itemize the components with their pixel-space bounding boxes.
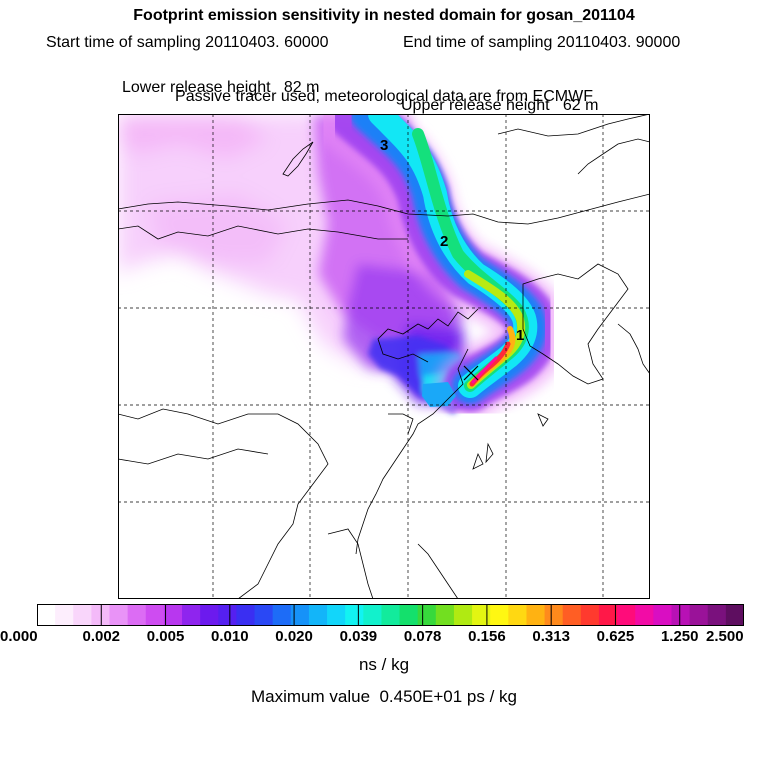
coastlines bbox=[118, 114, 650, 599]
colorbar-tick-label: 0.010 bbox=[211, 628, 249, 645]
colorbar-frame bbox=[37, 604, 744, 626]
trajectory-marker-2: 2 bbox=[440, 233, 448, 250]
colorbar-segment bbox=[453, 604, 473, 626]
end-time-label: End time of sampling 20110403. 90000 bbox=[403, 34, 681, 51]
map-canvas: 3 2 1 bbox=[118, 114, 650, 599]
colorbar-segment bbox=[200, 604, 219, 626]
colorbar-segment bbox=[399, 604, 419, 626]
colorbar-segment bbox=[381, 604, 401, 626]
colorbar-segment bbox=[562, 604, 582, 626]
colorbar-segment bbox=[490, 604, 509, 626]
tracer-note: Passive tracer used, meteorological data… bbox=[175, 88, 593, 105]
southern-lobe bbox=[422, 382, 456, 407]
upper-release-height-label: Upper release height 62 m bbox=[401, 97, 599, 114]
colorbar-tick-label: 0.020 bbox=[275, 628, 313, 645]
colorbar-tick-label: 0.002 bbox=[82, 628, 121, 645]
colorbar-segment bbox=[508, 604, 528, 626]
lower-release-height-label: Lower release height 82 m bbox=[122, 79, 320, 96]
colorbar-ticks: 0.000 0.002 0.005 0.010 0.020 0.039 0.078 0.156… bbox=[0, 628, 768, 648]
colorbar-segment bbox=[472, 604, 491, 626]
colorbar-segment bbox=[653, 604, 673, 626]
colorbar-tick-label: 0.313 bbox=[532, 628, 570, 645]
colorbar-segment bbox=[544, 604, 564, 626]
colorbar-tick-label: 0.078 bbox=[403, 628, 442, 645]
colorbar-segment bbox=[363, 604, 383, 626]
colorbar-segment bbox=[580, 604, 600, 626]
colorbar-segment bbox=[182, 604, 201, 626]
colorbar-segment bbox=[345, 604, 364, 626]
colorbar-segment bbox=[109, 604, 129, 626]
colorbar-tick-label: 0.000 bbox=[0, 628, 38, 645]
colorbar-segment bbox=[707, 604, 727, 626]
colorbar-tick-label: 0.625 bbox=[596, 628, 635, 645]
colorbar-segment bbox=[526, 604, 546, 626]
colorbar-segment bbox=[327, 604, 346, 626]
trajectory-marker-3: 3 bbox=[380, 137, 388, 154]
colorbar-segment bbox=[725, 604, 744, 626]
receptor-marker bbox=[463, 365, 479, 381]
release-heights-row: Lower release height 82 m Upper release … bbox=[0, 61, 768, 114]
colorbar bbox=[37, 604, 744, 626]
colorbar-segment bbox=[236, 604, 256, 626]
colorbar-tick-label: 0.005 bbox=[146, 628, 185, 645]
colorbar-segment bbox=[55, 604, 74, 626]
colorbar-segment bbox=[290, 604, 310, 626]
colorbar-segment bbox=[127, 604, 147, 626]
colorbar-segment bbox=[254, 604, 274, 626]
colorbar-tick-label: 0.039 bbox=[339, 628, 378, 645]
colorbar-segment bbox=[73, 604, 92, 626]
colorbar-tick-label: 2.500 bbox=[706, 628, 744, 645]
maximum-value-label: Maximum value 0.450E+01 ps / kg bbox=[251, 687, 517, 706]
colorbar-segment bbox=[145, 604, 165, 626]
sensitivity-band bbox=[308, 114, 570, 421]
colorbar-segment bbox=[91, 604, 111, 626]
colorbar-segment bbox=[598, 604, 618, 626]
colorbar-segment bbox=[671, 604, 691, 626]
sampling-times-row: Start time of sampling 20110403. 60000 E… bbox=[0, 34, 768, 54]
colorbar-segment bbox=[689, 604, 709, 626]
colorbar-segment bbox=[272, 604, 292, 626]
colorbar-segment bbox=[163, 604, 183, 626]
colorbar-segment bbox=[635, 604, 654, 626]
map-frame bbox=[118, 114, 650, 599]
colorbar-tick-label: 1.250 bbox=[660, 628, 699, 645]
map-title: Footprint emission sensitivity in nested… bbox=[133, 7, 635, 24]
lat-lon-grid bbox=[118, 114, 650, 599]
colorbar-segment bbox=[37, 604, 56, 626]
colorbar-tick-label: 0.156 bbox=[468, 628, 506, 645]
colorbar-units: ns / kg bbox=[358, 655, 410, 674]
colorbar-segment bbox=[417, 604, 437, 626]
colorbar-segment bbox=[617, 604, 636, 626]
footprint-map: 3 2 1 bbox=[118, 114, 650, 599]
colorbar-segment bbox=[308, 604, 328, 626]
colorbar-segment bbox=[435, 604, 455, 626]
colorbar-segment bbox=[218, 604, 238, 626]
trajectory-marker-1: 1 bbox=[516, 327, 524, 344]
start-time-label: Start time of sampling 20110403. 60000 bbox=[46, 34, 329, 51]
